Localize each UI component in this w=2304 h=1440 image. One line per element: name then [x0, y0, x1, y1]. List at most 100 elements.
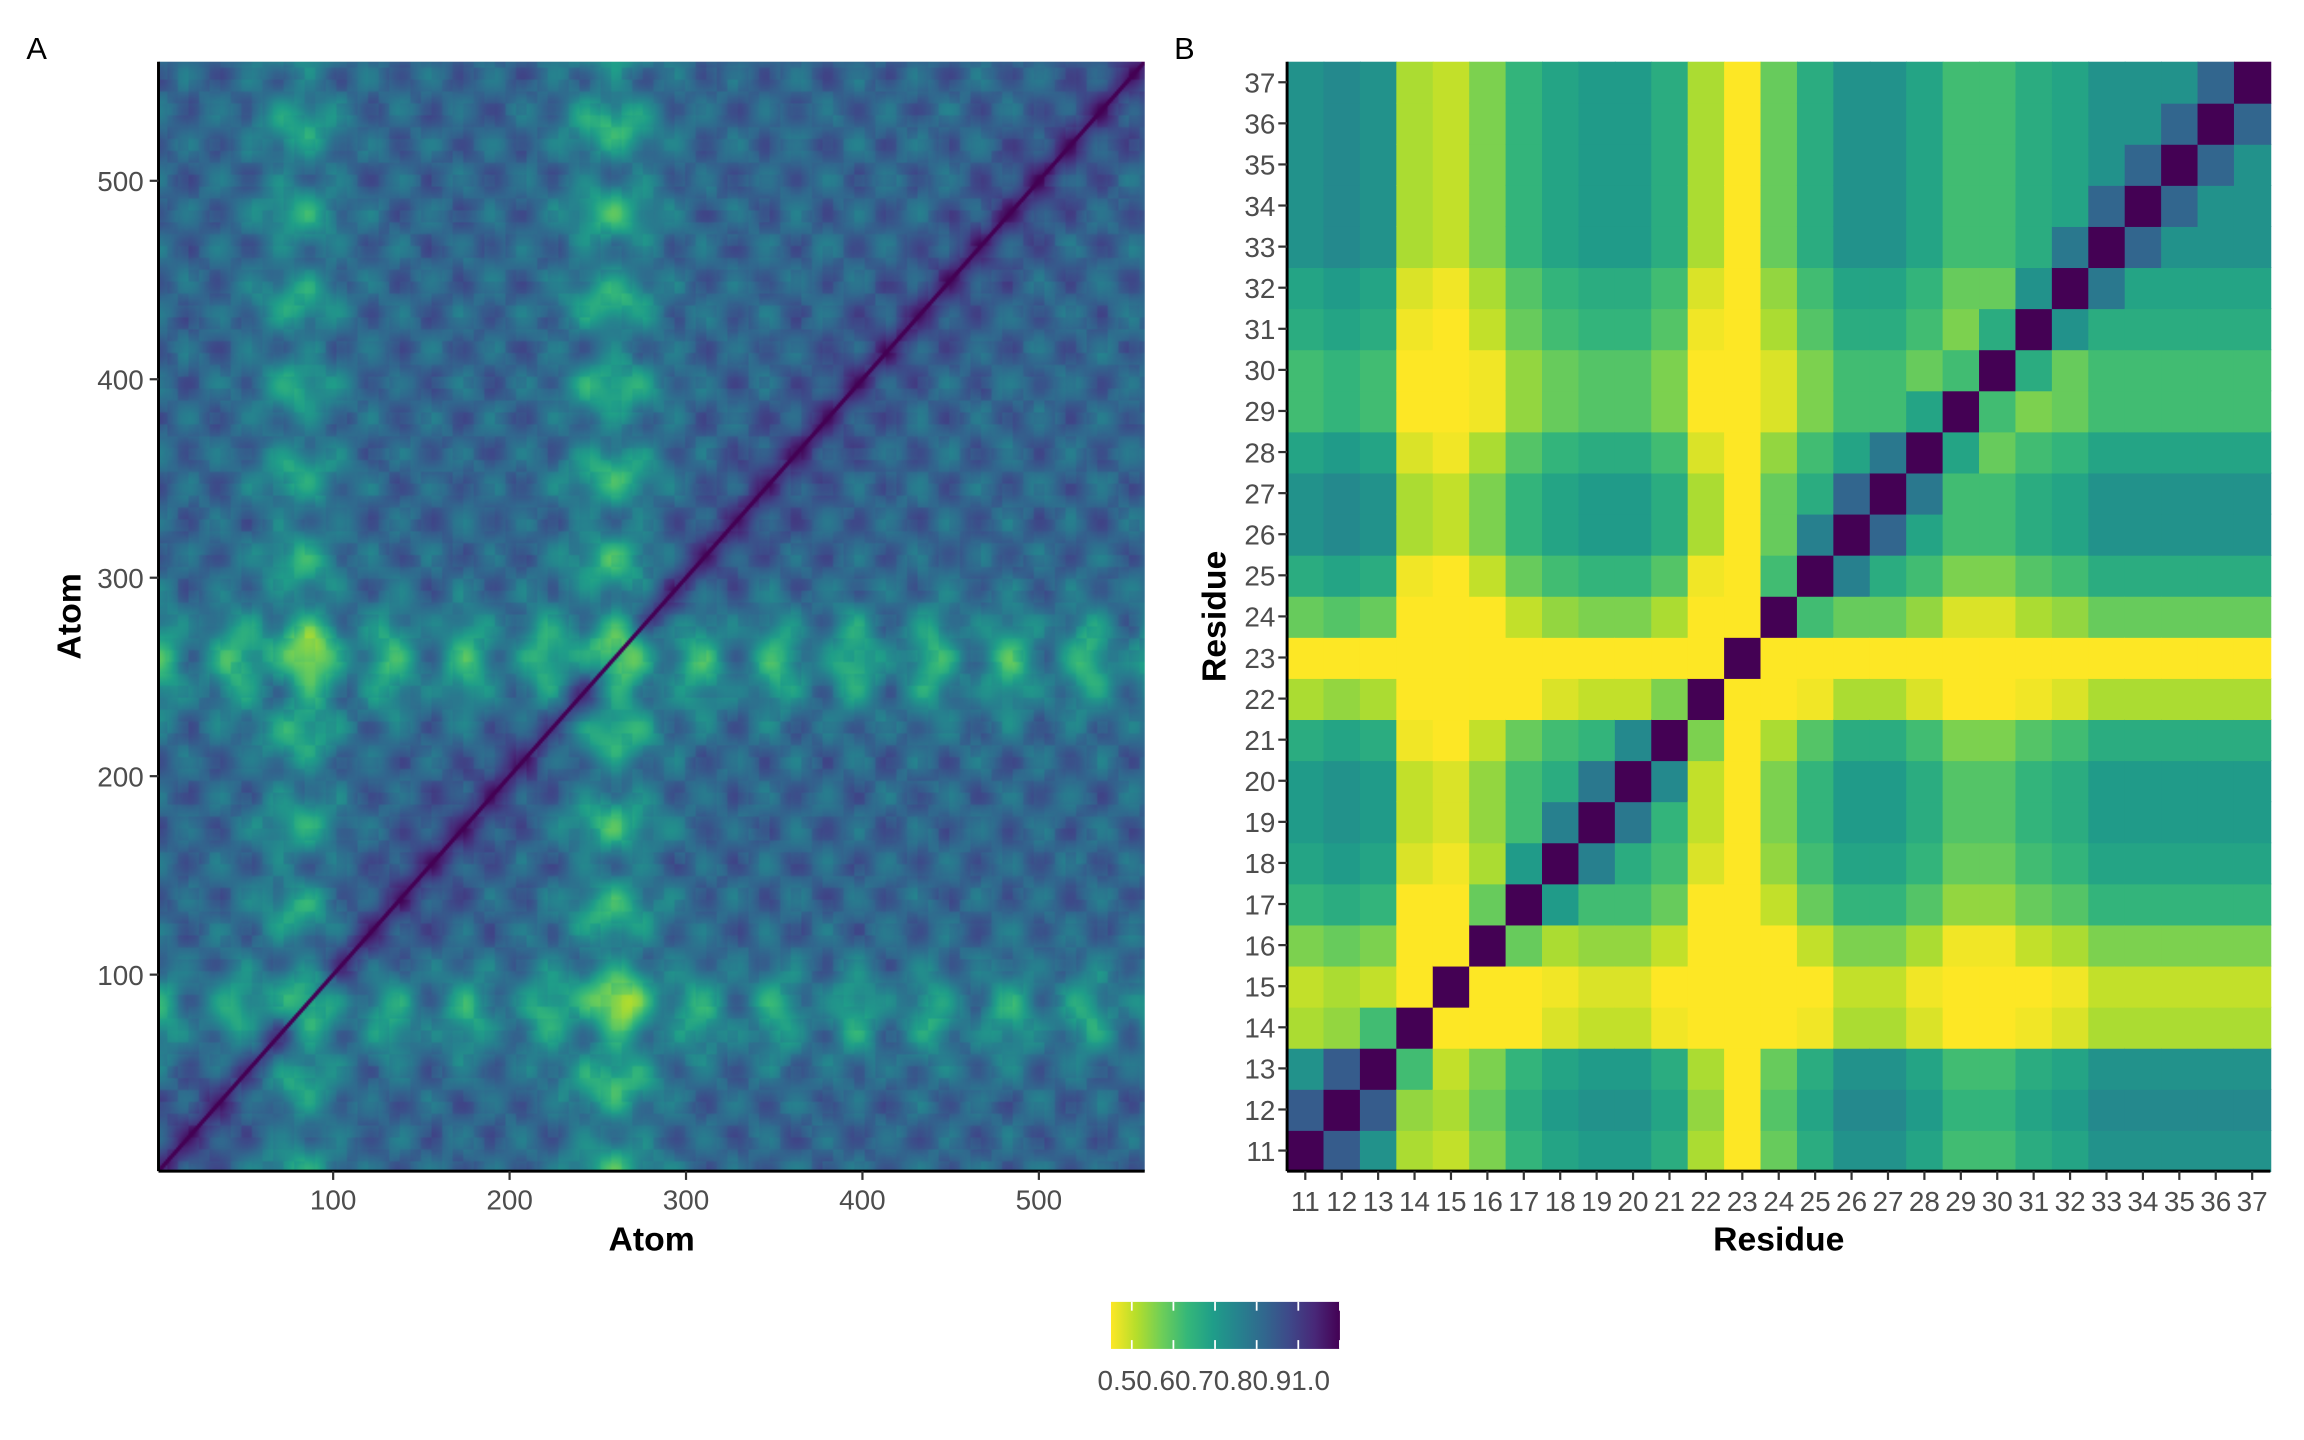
heatmap-cell	[1469, 308, 1507, 351]
heatmap-cell	[2015, 636, 2053, 679]
heatmap-cell	[1651, 965, 1689, 1008]
heatmap-cell	[1578, 226, 1616, 269]
heatmap-cell	[1469, 1130, 1507, 1172]
heatmap-cell	[1469, 883, 1507, 926]
heatmap-cell	[2233, 801, 2272, 844]
heatmap-cell	[1942, 102, 1980, 145]
heatmap-cell	[1505, 636, 1543, 679]
heatmap-cell	[1469, 267, 1507, 310]
heatmap-cell	[1396, 1006, 1434, 1049]
heatmap-cell	[1396, 143, 1434, 186]
y-tick-label-atom: 200	[97, 761, 144, 792]
heatmap-cell	[1687, 184, 1725, 227]
y-tick-label-residue: 30	[1244, 355, 1275, 386]
heatmap-cell	[1287, 636, 1325, 679]
heatmap-cell	[1796, 1006, 1835, 1049]
heatmap-cell	[2124, 842, 2162, 885]
heatmap-cell	[1542, 1130, 1580, 1172]
heatmap-cell	[1760, 801, 1798, 844]
heatmap-cell	[1323, 143, 1361, 186]
x-tick-label-residue: 12	[1326, 1186, 1357, 1217]
heatmap-cell	[1942, 390, 1980, 433]
heatmap-cell	[2197, 1130, 2235, 1172]
heatmap-cell	[2015, 431, 2053, 474]
heatmap-cell	[1979, 390, 2017, 433]
heatmap-cell	[1323, 1047, 1361, 1090]
heatmap-cell	[2197, 801, 2235, 844]
heatmap-cell	[2015, 883, 2053, 926]
heatmap-cell	[1432, 1006, 1471, 1049]
heatmap-cell	[1323, 801, 1361, 844]
heatmap-cell	[1833, 184, 1871, 227]
heatmap-cell	[1614, 1130, 1653, 1172]
heatmap-cell	[1833, 1130, 1871, 1172]
heatmap-cell	[1287, 1047, 1325, 1090]
heatmap-cell	[2051, 102, 2090, 145]
heatmap-cell	[1724, 349, 1762, 392]
heatmap-cell	[1687, 61, 1725, 104]
heatmap-cell	[1833, 719, 1871, 762]
y-tick-label-residue: 23	[1244, 643, 1275, 674]
heatmap-cell	[2124, 431, 2162, 474]
heatmap-cell	[1724, 678, 1762, 721]
heatmap-cell	[1287, 390, 1325, 433]
heatmap-cell	[2161, 719, 2199, 762]
heatmap-cell	[1323, 226, 1361, 269]
heatmap-cell	[1432, 636, 1471, 679]
heatmap-cell	[1796, 226, 1835, 269]
heatmap-cell	[2088, 1047, 2126, 1090]
heatmap-cell	[1396, 513, 1434, 556]
heatmap-cell	[1542, 184, 1580, 227]
heatmap-cell	[2124, 883, 2162, 926]
heatmap-cell	[1287, 1006, 1325, 1049]
heatmap-cell	[1469, 965, 1507, 1008]
heatmap-cell	[2197, 431, 2235, 474]
heatmap-cell	[1724, 1130, 1762, 1172]
heatmap-cell	[2197, 61, 2235, 104]
heatmap-cell	[2233, 390, 2272, 433]
y-tick-label-residue: 22	[1244, 684, 1275, 715]
heatmap-cell	[1796, 431, 1835, 474]
heatmap-cell	[1578, 1130, 1616, 1172]
heatmap-cell	[2233, 1088, 2272, 1131]
heatmap-cell	[1359, 308, 1398, 351]
heatmap-cell	[1287, 554, 1325, 597]
heatmap-cell	[1396, 965, 1434, 1008]
x-tick-label-residue: 20	[1618, 1186, 1649, 1217]
y-tick-label-residue: 37	[1244, 68, 1275, 99]
heatmap-cell	[2051, 965, 2090, 1008]
heatmap-cell	[2051, 61, 2090, 104]
y-tick-label-residue: 11	[1246, 1136, 1275, 1167]
heatmap-cell	[2233, 184, 2272, 227]
heatmap-cell	[1359, 1130, 1398, 1172]
heatmap-cell	[1359, 883, 1398, 926]
heatmap-cell	[1469, 184, 1507, 227]
heatmap-cell	[1432, 719, 1471, 762]
y-tick-label-residue: 17	[1244, 889, 1275, 920]
heatmap-cell	[1942, 143, 1980, 186]
heatmap-cell	[2161, 390, 2199, 433]
heatmap-cell	[1796, 349, 1835, 392]
heatmap-cell	[1469, 102, 1507, 145]
heatmap-cell	[2161, 61, 2199, 104]
heatmap-cell	[1542, 924, 1580, 967]
heatmap-cell	[1906, 719, 1944, 762]
heatmap-cell	[2233, 678, 2272, 721]
heatmap-cell	[1432, 61, 1471, 104]
heatmap-cell	[1760, 554, 1798, 597]
heatmap-cell	[1833, 760, 1871, 803]
y-tick-label-residue: 36	[1244, 109, 1275, 140]
heatmap-cell	[2051, 472, 2090, 515]
heatmap-cell	[1578, 636, 1616, 679]
heatmap-cell	[2124, 678, 2162, 721]
heatmap-cell	[1614, 801, 1653, 844]
heatmap-cell	[1396, 636, 1434, 679]
heatmap-cell	[1359, 719, 1398, 762]
heatmap-cell	[1542, 431, 1580, 474]
heatmap-cell	[1287, 143, 1325, 186]
heatmap-cell	[1542, 595, 1580, 638]
heatmap-cell	[1432, 965, 1471, 1008]
heatmap-cell	[2124, 143, 2162, 186]
heatmap-cell	[1942, 760, 1980, 803]
